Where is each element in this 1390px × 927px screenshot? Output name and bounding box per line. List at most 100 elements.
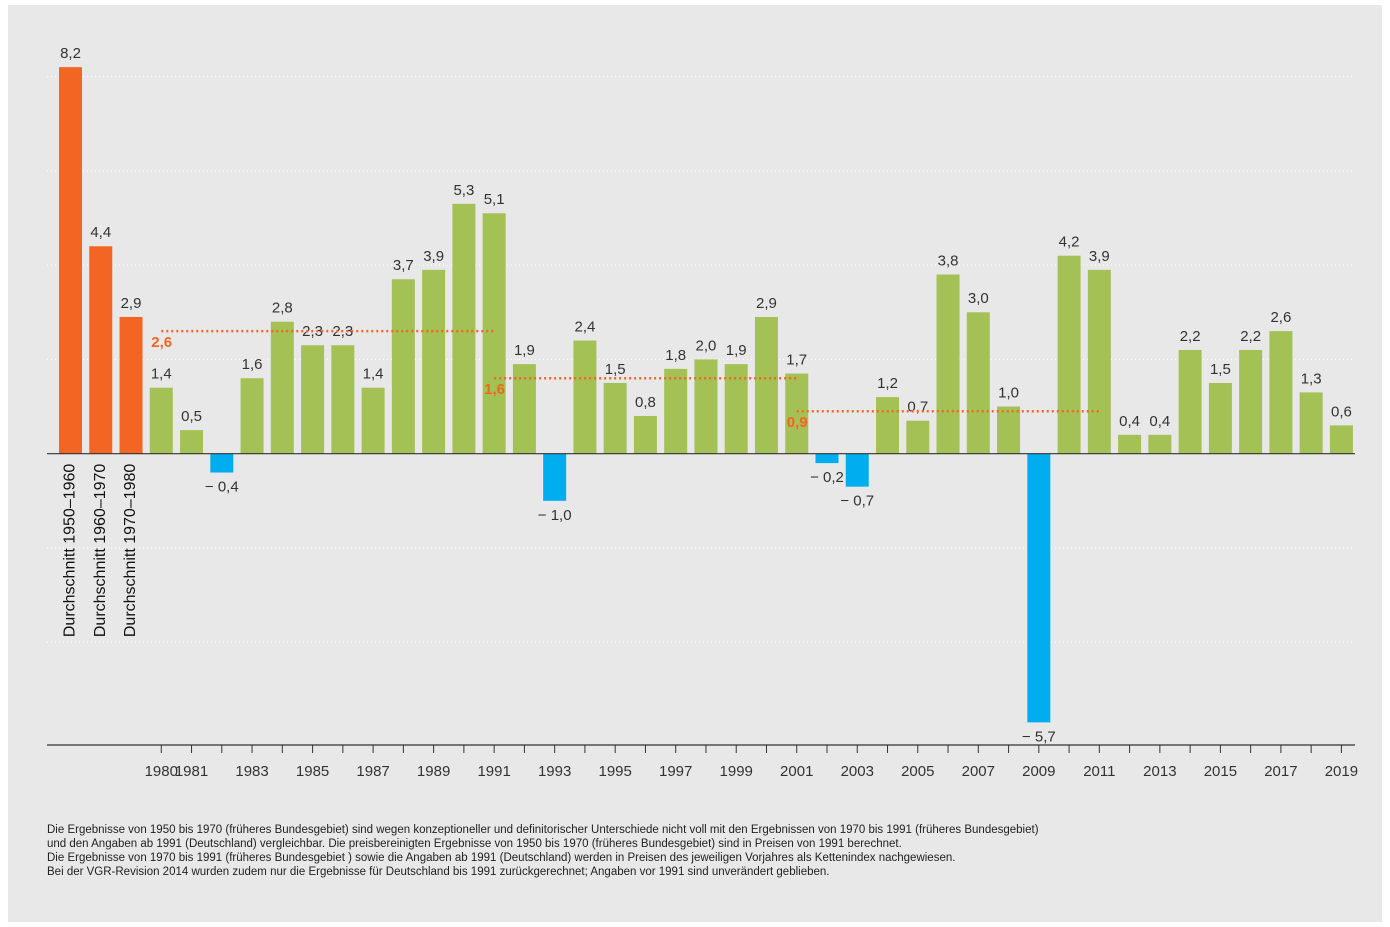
value-label: 2,8 — [272, 300, 293, 317]
value-label: 1,2 — [877, 375, 898, 392]
value-label: − 1,0 — [538, 507, 572, 524]
x-tick-label: 1999 — [720, 763, 753, 780]
value-label: 3,9 — [423, 248, 444, 265]
bar — [1299, 392, 1323, 454]
bar — [543, 453, 567, 501]
value-label: 0,8 — [635, 394, 656, 411]
bar — [1148, 434, 1172, 454]
value-label: 4,4 — [90, 224, 111, 241]
value-label: 5,3 — [453, 182, 474, 199]
bar — [664, 368, 688, 454]
bar — [149, 387, 173, 454]
x-tick-label: 1980 — [145, 763, 178, 780]
value-label: 0,4 — [1119, 413, 1140, 430]
x-tick-label: 2017 — [1264, 763, 1297, 780]
value-label: 0,5 — [181, 408, 202, 425]
bar — [391, 279, 415, 454]
bar — [482, 213, 506, 454]
value-label: 1,4 — [151, 366, 172, 383]
footnote: Bei der VGR-Revision 2014 wurden zudem n… — [47, 866, 829, 878]
average-label: 1,6 — [484, 381, 505, 398]
category-label: Durchschnitt 1960–1970 — [92, 464, 109, 638]
value-label: 1,5 — [1210, 361, 1231, 378]
bar — [754, 316, 778, 454]
value-label: 3,0 — [968, 290, 989, 307]
value-label: − 0,7 — [840, 493, 874, 510]
value-label: 3,9 — [1089, 248, 1110, 265]
average-label: 2,6 — [151, 334, 172, 351]
value-label: 2,9 — [756, 295, 777, 312]
category-label: Durchschnitt 1970–1980 — [122, 464, 139, 638]
value-label: 2,0 — [696, 337, 717, 354]
value-label: 5,1 — [484, 191, 505, 208]
bar — [1269, 331, 1293, 454]
bar — [694, 359, 718, 454]
bar — [1118, 434, 1142, 454]
value-label: 2,2 — [1180, 328, 1201, 345]
bar — [1057, 255, 1081, 454]
bar — [1178, 349, 1202, 454]
bar — [119, 316, 143, 454]
x-tick-label: 2005 — [901, 763, 934, 780]
bar — [331, 345, 355, 454]
bar — [240, 378, 264, 454]
value-label: − 0,4 — [205, 479, 239, 496]
bar — [724, 364, 748, 454]
value-label: 0,6 — [1331, 403, 1352, 420]
category-label: Durchschnitt 1950–1960 — [62, 464, 79, 638]
average-label: 0,9 — [787, 414, 808, 431]
x-tick-label: 2007 — [962, 763, 995, 780]
value-label: 4,2 — [1059, 234, 1080, 251]
x-tick-label: 1983 — [235, 763, 268, 780]
bar — [180, 430, 204, 454]
value-label: 2,6 — [1270, 309, 1291, 326]
bar — [512, 364, 536, 454]
bar — [1027, 453, 1051, 723]
value-label: 1,8 — [665, 347, 686, 364]
x-tick-label: 1989 — [417, 763, 450, 780]
value-label: 3,8 — [938, 253, 959, 270]
bar — [906, 420, 930, 454]
x-tick-label: 1991 — [477, 763, 510, 780]
bar — [603, 382, 627, 454]
bar — [1239, 349, 1263, 454]
value-label: 2,9 — [121, 295, 142, 312]
footnote: und den Angaben ab 1991 (Deutschland) ve… — [47, 838, 902, 850]
x-tick-label: 1995 — [598, 763, 631, 780]
x-tick-label: 1981 — [175, 763, 208, 780]
value-label: 1,7 — [786, 352, 807, 369]
bar — [89, 246, 113, 454]
bar — [210, 453, 234, 473]
value-label: 0,4 — [1149, 413, 1170, 430]
value-label: 1,5 — [605, 361, 626, 378]
value-label: 1,9 — [726, 342, 747, 359]
bar — [1329, 425, 1353, 454]
bar — [301, 345, 325, 454]
bar — [815, 453, 839, 464]
footnote: Die Ergebnisse von 1970 bis 1991 (früher… — [47, 852, 955, 864]
value-label: 1,4 — [363, 366, 384, 383]
value-label: 3,7 — [393, 257, 414, 274]
footnote: Die Ergebnisse von 1950 bis 1970 (früher… — [47, 824, 1039, 836]
bar — [785, 373, 809, 454]
x-tick-label: 2013 — [1143, 763, 1176, 780]
value-label: 0,7 — [907, 399, 928, 416]
x-tick-label: 2019 — [1325, 763, 1358, 780]
value-label: 2,4 — [574, 319, 595, 336]
value-label: 1,0 — [998, 385, 1019, 402]
bar — [845, 453, 869, 487]
x-tick-label: 1997 — [659, 763, 692, 780]
value-label: 1,3 — [1301, 370, 1322, 387]
bar — [422, 269, 446, 454]
bar — [997, 406, 1021, 454]
value-label: 2,2 — [1240, 328, 1261, 345]
bar — [1208, 382, 1232, 454]
bar — [59, 67, 82, 454]
value-label: − 0,2 — [810, 469, 844, 486]
bar — [633, 415, 657, 454]
x-tick-label: 2003 — [841, 763, 874, 780]
x-tick-label: 1985 — [296, 763, 329, 780]
value-label: 8,2 — [60, 45, 81, 62]
x-tick-label: 2001 — [780, 763, 813, 780]
